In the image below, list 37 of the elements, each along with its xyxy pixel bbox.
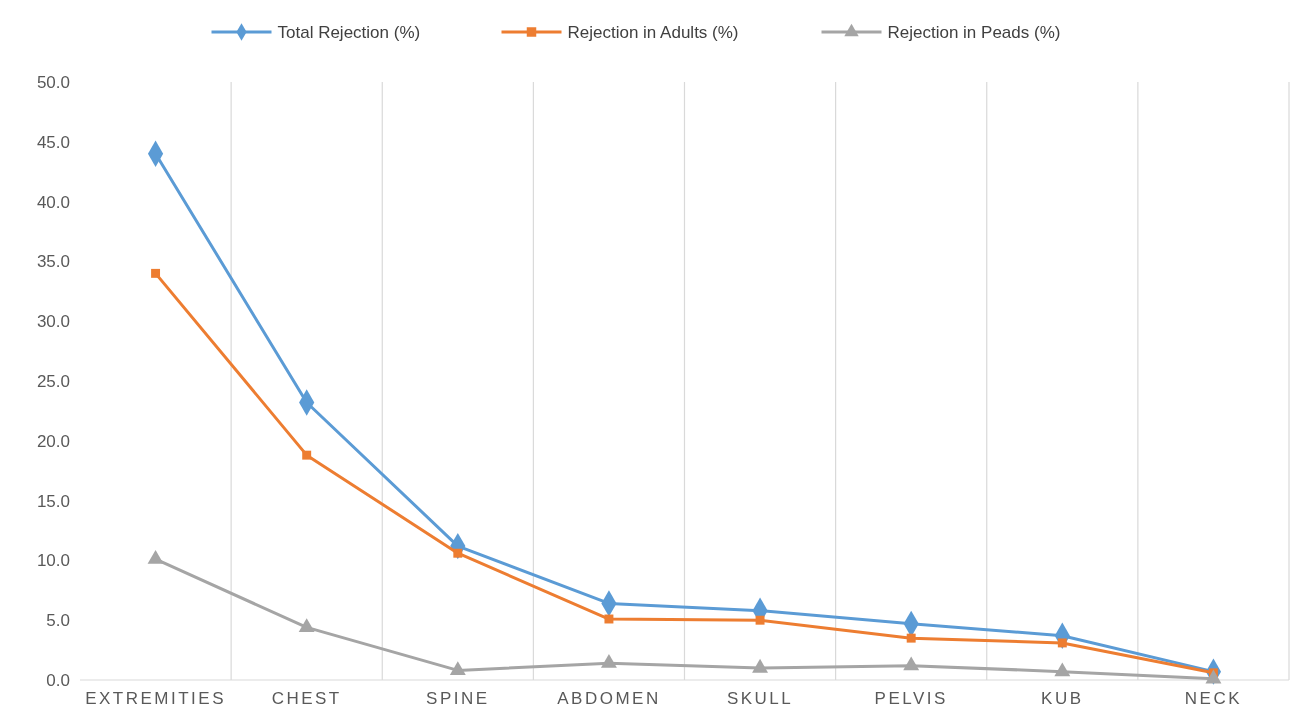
point <box>600 654 617 668</box>
legend-label: Rejection in Peads (%) <box>887 23 1061 42</box>
point <box>604 614 614 624</box>
y-tick-label: 10.0 <box>36 551 70 571</box>
point <box>906 633 916 643</box>
x-tick-label: KUB <box>1041 689 1084 708</box>
y-tick-label: 20.0 <box>36 431 70 451</box>
y-tick-label: 15.0 <box>36 491 70 511</box>
point <box>1205 669 1222 684</box>
point <box>453 548 463 558</box>
x-tick-label: NECK <box>1184 689 1243 708</box>
y-tick-label: 40.0 <box>36 192 70 212</box>
y-tick-label: 50.0 <box>36 72 70 92</box>
y-tick-label: 35.0 <box>36 252 70 272</box>
point <box>147 550 164 564</box>
x-tick-label: SPINE <box>426 689 490 708</box>
point <box>755 615 765 625</box>
x-tick-label: CHEST <box>271 689 342 708</box>
y-tick-label: 45.0 <box>36 132 70 152</box>
point <box>752 658 769 673</box>
point <box>1057 638 1067 648</box>
x-tick-label: EXTREMITIES <box>85 689 226 708</box>
y-tick-label: 5.0 <box>46 611 70 631</box>
y-tick-label: 0.0 <box>46 670 70 690</box>
point <box>302 450 312 460</box>
x-tick-label: SKULL <box>726 689 794 708</box>
legend-label: Rejection in Adults (%) <box>567 23 739 42</box>
point <box>1054 662 1071 677</box>
point <box>298 618 315 632</box>
point <box>151 268 161 278</box>
x-tick-label: ABDOMEN <box>557 689 661 708</box>
point <box>903 656 920 671</box>
point <box>449 661 466 676</box>
y-tick-label: 30.0 <box>36 312 70 332</box>
y-tick-label: 25.0 <box>36 371 70 391</box>
x-tick-label: PELVIS <box>874 689 948 708</box>
legend-label: Total Rejection (%) <box>277 23 421 42</box>
